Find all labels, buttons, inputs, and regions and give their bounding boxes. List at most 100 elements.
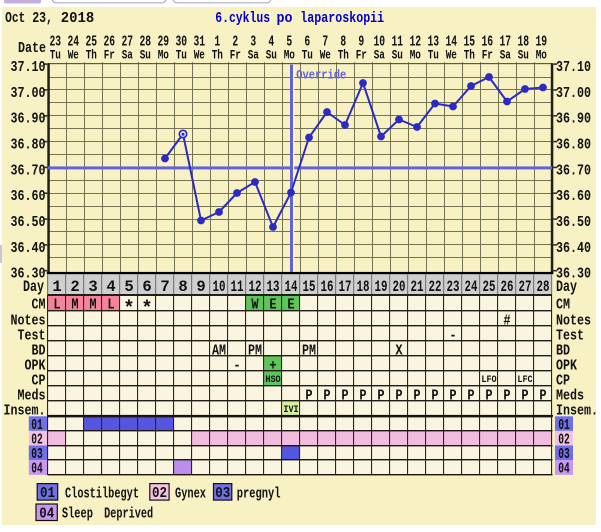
svg-text:Th: Th bbox=[86, 47, 97, 62]
svg-text:Tu: Tu bbox=[176, 47, 187, 62]
svg-text:31: 31 bbox=[194, 35, 206, 51]
svg-text:2018: 2018 bbox=[61, 11, 94, 27]
svg-text:23: 23 bbox=[50, 35, 62, 51]
svg-text:po: po bbox=[277, 11, 293, 27]
svg-text:Sa: Sa bbox=[374, 47, 385, 62]
svg-text:L: L bbox=[53, 297, 60, 313]
svg-text:11: 11 bbox=[231, 278, 244, 296]
svg-text:+: + bbox=[269, 359, 276, 375]
svg-text:25: 25 bbox=[86, 35, 98, 51]
svg-text:Notes: Notes bbox=[11, 314, 46, 330]
svg-text:26: 26 bbox=[501, 278, 514, 296]
svg-text:22: 22 bbox=[429, 278, 442, 296]
svg-text:M: M bbox=[89, 297, 96, 313]
svg-text:12: 12 bbox=[249, 278, 262, 296]
svg-text:16: 16 bbox=[482, 35, 494, 51]
svg-text:Sa: Sa bbox=[500, 47, 511, 62]
svg-text:Th: Th bbox=[212, 47, 223, 62]
svg-text:36.90: 36.90 bbox=[11, 112, 46, 128]
svg-text:P: P bbox=[521, 389, 528, 405]
svg-text:laparoskopii: laparoskopii bbox=[300, 11, 384, 27]
svg-text:Mo: Mo bbox=[410, 47, 421, 62]
svg-text:1: 1 bbox=[52, 278, 61, 296]
svg-text:02: 02 bbox=[558, 432, 570, 448]
svg-text:3: 3 bbox=[88, 278, 97, 296]
svg-text:36.40: 36.40 bbox=[11, 241, 46, 257]
svg-text:Fr: Fr bbox=[230, 47, 241, 62]
svg-text:Test: Test bbox=[18, 329, 46, 345]
svg-text:P: P bbox=[467, 389, 474, 405]
svg-text:36.30: 36.30 bbox=[11, 267, 46, 283]
svg-text:P: P bbox=[395, 389, 402, 405]
svg-text:We: We bbox=[194, 47, 205, 62]
svg-text:03: 03 bbox=[31, 447, 43, 463]
svg-text:10: 10 bbox=[374, 35, 386, 51]
svg-text:15: 15 bbox=[464, 35, 476, 51]
svg-text:7: 7 bbox=[160, 278, 169, 296]
svg-text:04: 04 bbox=[39, 506, 54, 522]
svg-text:21: 21 bbox=[411, 278, 424, 296]
svg-text:28: 28 bbox=[537, 278, 550, 296]
svg-text:P: P bbox=[359, 389, 366, 405]
svg-text:X: X bbox=[395, 344, 402, 360]
svg-text:IVI: IVI bbox=[283, 404, 298, 415]
svg-text:36.80: 36.80 bbox=[556, 138, 591, 154]
svg-text:*: * bbox=[123, 298, 134, 320]
svg-text:P: P bbox=[377, 389, 384, 405]
svg-text:5: 5 bbox=[286, 35, 292, 51]
svg-text:BD: BD bbox=[32, 344, 46, 360]
svg-text:Mo: Mo bbox=[158, 47, 169, 62]
svg-text:04: 04 bbox=[31, 462, 43, 478]
svg-text:Sleep: Sleep bbox=[62, 507, 93, 523]
svg-text:4: 4 bbox=[106, 278, 115, 296]
svg-text:27: 27 bbox=[122, 35, 134, 51]
svg-text:36.70: 36.70 bbox=[556, 163, 591, 179]
svg-text:Override: Override bbox=[296, 68, 346, 83]
svg-text:CM: CM bbox=[556, 297, 570, 313]
svg-text:27: 27 bbox=[519, 278, 532, 296]
svg-text:37.00: 37.00 bbox=[556, 86, 591, 102]
svg-text:28: 28 bbox=[140, 35, 152, 51]
svg-text:We: We bbox=[68, 47, 79, 62]
svg-text:20: 20 bbox=[393, 278, 406, 296]
svg-text:Mo: Mo bbox=[536, 47, 547, 62]
svg-text:5: 5 bbox=[124, 278, 133, 296]
svg-text:Th: Th bbox=[464, 47, 475, 62]
svg-text:M: M bbox=[71, 297, 78, 313]
svg-text:CM: CM bbox=[32, 297, 46, 313]
svg-text:Su: Su bbox=[140, 47, 151, 62]
svg-text:E: E bbox=[287, 297, 294, 313]
svg-text:Tu: Tu bbox=[50, 47, 61, 62]
svg-text:P: P bbox=[413, 389, 420, 405]
svg-text:36.50: 36.50 bbox=[11, 215, 46, 231]
svg-text:36.60: 36.60 bbox=[556, 189, 591, 205]
svg-text:23,: 23, bbox=[32, 11, 53, 27]
svg-text:6.cyklus: 6.cyklus bbox=[215, 11, 270, 27]
svg-text:8: 8 bbox=[340, 35, 346, 51]
svg-text:13: 13 bbox=[267, 278, 280, 296]
svg-text:Mo: Mo bbox=[284, 47, 295, 62]
svg-text:12: 12 bbox=[410, 35, 422, 51]
svg-text:30: 30 bbox=[176, 35, 188, 51]
svg-text:01: 01 bbox=[40, 486, 55, 502]
svg-text:04: 04 bbox=[558, 462, 570, 478]
svg-text:01: 01 bbox=[558, 418, 570, 434]
svg-text:#: # bbox=[503, 314, 510, 330]
svg-text:Deprived: Deprived bbox=[104, 507, 153, 523]
svg-text:24: 24 bbox=[465, 278, 478, 296]
svg-text:Sa: Sa bbox=[122, 47, 133, 62]
svg-text:OPK: OPK bbox=[25, 359, 46, 375]
svg-text:8: 8 bbox=[178, 278, 187, 296]
svg-text:03: 03 bbox=[215, 486, 230, 502]
svg-text:CP: CP bbox=[32, 374, 46, 390]
svg-text:*: * bbox=[141, 298, 152, 320]
svg-text:37.10: 37.10 bbox=[11, 60, 46, 76]
svg-text:-: - bbox=[449, 329, 456, 345]
svg-text:36.30: 36.30 bbox=[556, 267, 591, 283]
svg-text:14: 14 bbox=[446, 35, 458, 51]
svg-text:18: 18 bbox=[518, 35, 530, 51]
svg-text:P: P bbox=[503, 389, 510, 405]
svg-text:OPK: OPK bbox=[556, 359, 577, 375]
svg-text:36.50: 36.50 bbox=[556, 215, 591, 231]
svg-text:36.40: 36.40 bbox=[556, 241, 591, 257]
